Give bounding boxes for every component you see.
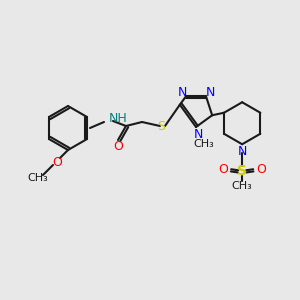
Text: S: S <box>237 164 247 178</box>
Text: O: O <box>256 163 266 176</box>
Text: O: O <box>113 140 123 152</box>
Text: S: S <box>157 119 165 133</box>
Text: CH₃: CH₃ <box>28 173 48 183</box>
Text: CH₃: CH₃ <box>194 139 214 149</box>
Text: N: N <box>177 86 187 99</box>
Text: NH: NH <box>109 112 128 125</box>
Text: O: O <box>52 155 62 169</box>
Text: CH₃: CH₃ <box>232 181 253 191</box>
Text: N: N <box>238 145 247 158</box>
Text: N: N <box>205 86 215 99</box>
Text: O: O <box>218 163 228 176</box>
Text: N: N <box>193 128 203 140</box>
